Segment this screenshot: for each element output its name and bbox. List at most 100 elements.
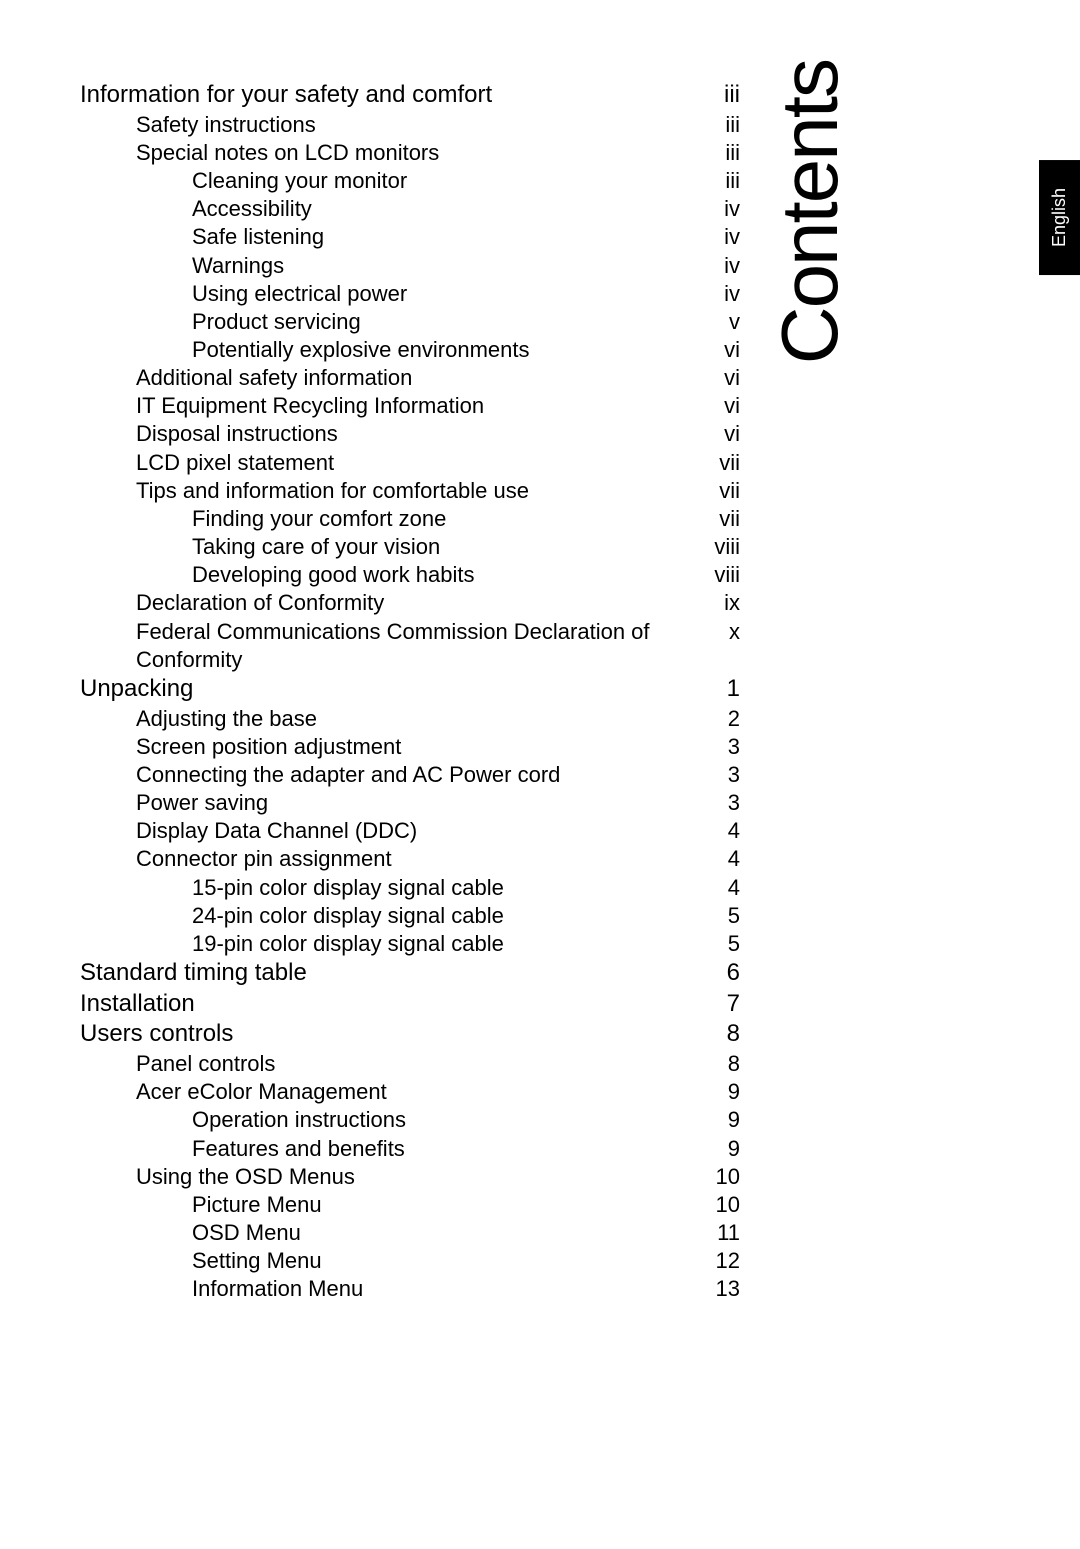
- toc-title: Information Menu: [192, 1275, 690, 1303]
- toc-row: OSD Menu11: [80, 1219, 740, 1247]
- toc-row: Screen position adjustment3: [80, 733, 740, 761]
- toc-row: Connecting the adapter and AC Power cord…: [80, 761, 740, 789]
- toc-row: Special notes on LCD monitorsiii: [80, 139, 740, 167]
- toc-page: 10: [690, 1191, 740, 1219]
- toc-page: iii: [690, 111, 740, 139]
- toc-row: Finding your comfort zonevii: [80, 505, 740, 533]
- toc-page: 7: [690, 989, 740, 1020]
- toc-title: Using electrical power: [192, 280, 690, 308]
- toc-title: Using the OSD Menus: [136, 1163, 690, 1191]
- toc-page: 2: [690, 705, 740, 733]
- toc-row: Taking care of your visionviii: [80, 533, 740, 561]
- toc-title: LCD pixel statement: [136, 449, 690, 477]
- toc-page: 13: [690, 1275, 740, 1303]
- toc-page: vi: [690, 420, 740, 448]
- toc-title: Taking care of your vision: [192, 533, 690, 561]
- toc-row: Cleaning your monitoriii: [80, 167, 740, 195]
- toc-page: 5: [690, 902, 740, 930]
- toc-title: Acer eColor Management: [136, 1078, 690, 1106]
- toc-page: 3: [690, 761, 740, 789]
- toc-title: OSD Menu: [192, 1219, 690, 1247]
- toc-title: Picture Menu: [192, 1191, 690, 1219]
- toc-page: iv: [690, 252, 740, 280]
- toc-title: Panel controls: [136, 1050, 690, 1078]
- toc-title: Safe listening: [192, 223, 690, 251]
- toc-page: vii: [690, 505, 740, 533]
- toc-page: 9: [690, 1078, 740, 1106]
- toc-title: Disposal instructions: [136, 420, 690, 448]
- toc-page: 8: [690, 1050, 740, 1078]
- toc-page: 9: [690, 1106, 740, 1134]
- toc-row: Additional safety informationvi: [80, 364, 740, 392]
- toc-row: Disposal instructionsvi: [80, 420, 740, 448]
- toc-row: IT Equipment Recycling Informationvi: [80, 392, 740, 420]
- toc-page: viii: [690, 533, 740, 561]
- toc-page: iv: [690, 280, 740, 308]
- toc-page: 3: [690, 789, 740, 817]
- toc-title: Finding your comfort zone: [192, 505, 690, 533]
- toc-row: Unpacking1: [80, 674, 740, 705]
- toc-title: Features and benefits: [192, 1135, 690, 1163]
- toc-row: 15-pin color display signal cable4: [80, 874, 740, 902]
- toc-title: Declaration of Conformity: [136, 589, 690, 617]
- toc-page: 3: [690, 733, 740, 761]
- toc-row: Tips and information for comfortable use…: [80, 477, 740, 505]
- toc-title: Federal Communications Commission Declar…: [136, 618, 690, 674]
- toc-title: Warnings: [192, 252, 690, 280]
- toc-page: iii: [690, 80, 740, 111]
- toc-page: vii: [690, 477, 740, 505]
- toc-title: Tips and information for comfortable use: [136, 477, 690, 505]
- toc-row: Safety instructionsiii: [80, 111, 740, 139]
- toc-page: 1: [690, 674, 740, 705]
- toc-page: vii: [690, 449, 740, 477]
- toc-row: Display Data Channel (DDC)4: [80, 817, 740, 845]
- toc-row: Installation7: [80, 989, 740, 1020]
- toc-title: Users controls: [80, 1019, 690, 1050]
- toc-row: Operation instructions9: [80, 1106, 740, 1134]
- toc-row: Power saving3: [80, 789, 740, 817]
- toc-page: vi: [690, 364, 740, 392]
- toc-title: Information for your safety and comfort: [80, 80, 690, 111]
- toc-title: Developing good work habits: [192, 561, 690, 589]
- toc-page: 9: [690, 1135, 740, 1163]
- toc-row: Accessibilityiv: [80, 195, 740, 223]
- toc-row: 19-pin color display signal cable5: [80, 930, 740, 958]
- toc-title: IT Equipment Recycling Information: [136, 392, 690, 420]
- toc-title: Special notes on LCD monitors: [136, 139, 690, 167]
- toc-page: 4: [690, 845, 740, 873]
- toc-row: 24-pin color display signal cable5: [80, 902, 740, 930]
- toc-title: 19-pin color display signal cable: [192, 930, 690, 958]
- toc-row: Information for your safety and comforti…: [80, 80, 740, 111]
- toc-row: Standard timing table6: [80, 958, 740, 989]
- toc-row: Warningsiv: [80, 252, 740, 280]
- toc-title: Installation: [80, 989, 690, 1020]
- toc-title: 24-pin color display signal cable: [192, 902, 690, 930]
- language-tab: English: [1039, 160, 1080, 275]
- toc-title: Display Data Channel (DDC): [136, 817, 690, 845]
- toc-page: iv: [690, 223, 740, 251]
- toc-title: Additional safety information: [136, 364, 690, 392]
- toc-page: 4: [690, 817, 740, 845]
- toc-page: iv: [690, 195, 740, 223]
- toc-row: Panel controls8: [80, 1050, 740, 1078]
- toc-page: ix: [690, 589, 740, 617]
- toc-title: Safety instructions: [136, 111, 690, 139]
- toc-row: Connector pin assignment4: [80, 845, 740, 873]
- toc-page: 10: [690, 1163, 740, 1191]
- toc-title: Cleaning your monitor: [192, 167, 690, 195]
- toc-page: 11: [690, 1219, 740, 1247]
- toc-title: Adjusting the base: [136, 705, 690, 733]
- toc-row: Features and benefits9: [80, 1135, 740, 1163]
- toc-row: Adjusting the base2: [80, 705, 740, 733]
- toc-title: Connector pin assignment: [136, 845, 690, 873]
- toc-page: vi: [690, 336, 740, 364]
- toc-row: Using electrical poweriv: [80, 280, 740, 308]
- toc-page: x: [690, 618, 740, 646]
- toc-title: Power saving: [136, 789, 690, 817]
- toc-title: Standard timing table: [80, 958, 690, 989]
- toc-row: Picture Menu10: [80, 1191, 740, 1219]
- toc-row: Setting Menu12: [80, 1247, 740, 1275]
- toc-title: Connecting the adapter and AC Power cord: [136, 761, 690, 789]
- toc-title: Unpacking: [80, 674, 690, 705]
- toc-page: v: [690, 308, 740, 336]
